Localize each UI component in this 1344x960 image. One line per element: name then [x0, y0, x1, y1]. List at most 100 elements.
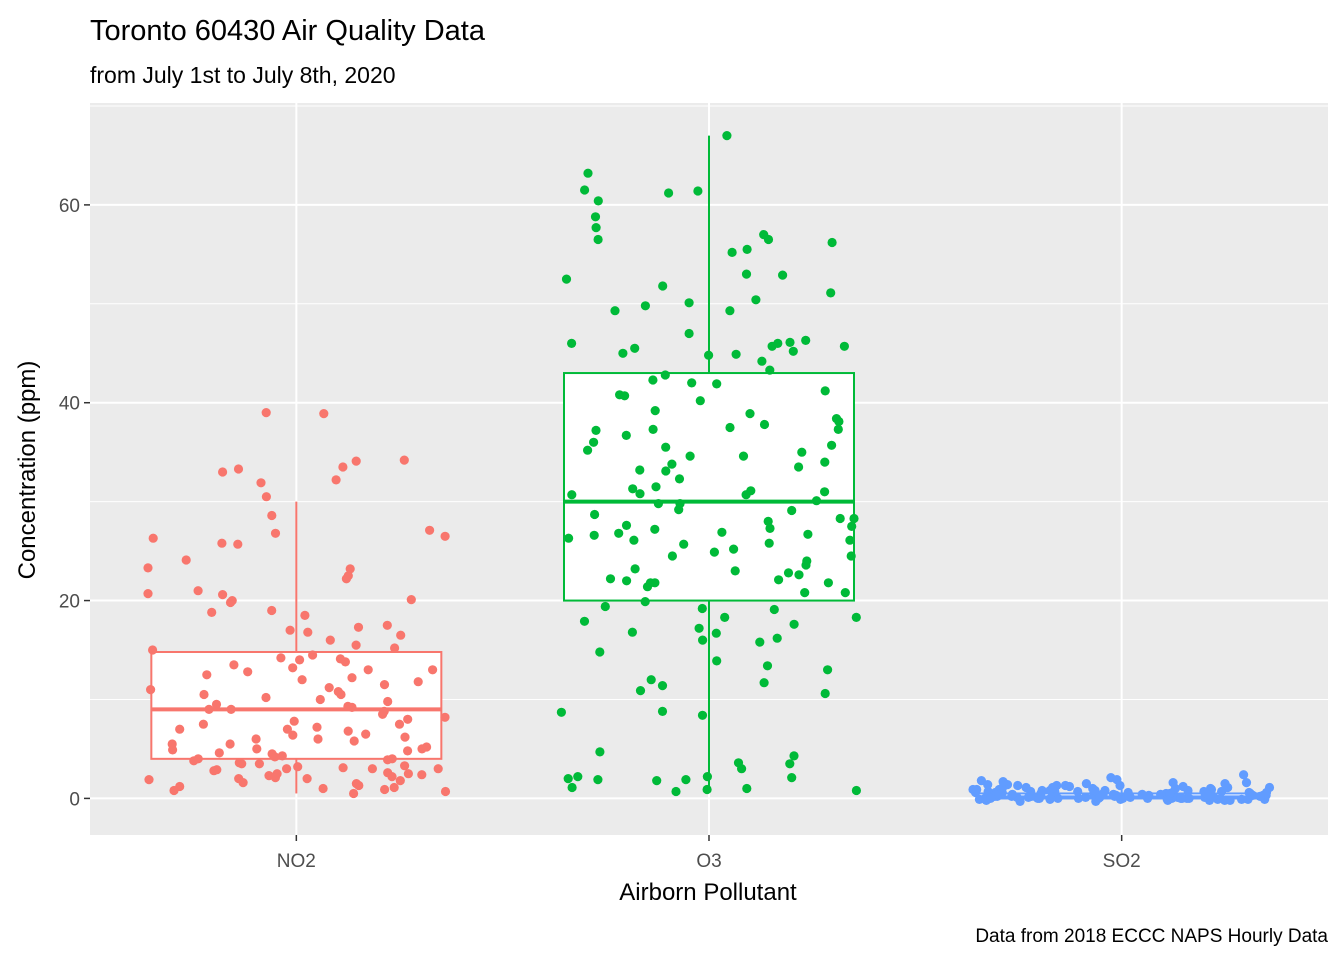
data-point [820, 487, 830, 497]
data-point [1073, 793, 1083, 804]
data-point [800, 588, 810, 598]
data-point [593, 196, 603, 206]
points-no2 [143, 408, 451, 799]
data-point [751, 295, 761, 305]
data-point [400, 761, 410, 771]
data-point [289, 716, 299, 726]
data-point [413, 677, 423, 687]
data-point [789, 619, 799, 629]
data-point [704, 350, 714, 360]
data-point [341, 574, 351, 584]
data-point [794, 570, 804, 580]
data-point [270, 528, 281, 538]
data-point [845, 535, 855, 545]
data-point [635, 686, 646, 696]
data-point [580, 185, 590, 195]
data-point [319, 409, 329, 419]
data-point [783, 568, 794, 578]
data-point [820, 688, 830, 699]
data-point [615, 390, 625, 400]
data-point [1241, 778, 1252, 788]
data-point [834, 416, 844, 427]
data-point [1170, 783, 1180, 794]
data-point [563, 774, 573, 784]
data-point [440, 531, 450, 541]
data-point [630, 564, 640, 574]
data-point [390, 643, 400, 653]
data-point [657, 706, 668, 717]
data-point [839, 341, 850, 351]
data-point [622, 576, 632, 586]
data-point [1217, 786, 1227, 797]
data-point [561, 274, 572, 284]
data-point [363, 665, 373, 675]
data-point [1137, 789, 1147, 800]
data-point [769, 604, 779, 615]
data-point [217, 538, 227, 548]
data-point [556, 707, 567, 717]
data-point [731, 349, 741, 359]
data-point [725, 422, 735, 433]
data-point [297, 675, 307, 685]
data-point [823, 578, 834, 588]
data-point [630, 343, 640, 353]
data-point [1239, 770, 1249, 780]
data-point [325, 635, 335, 645]
data-point [667, 551, 678, 561]
data-point [698, 635, 708, 645]
data-point [573, 772, 583, 782]
data-point [204, 704, 214, 715]
data-point [226, 704, 236, 715]
data-point [671, 786, 681, 797]
data-point [827, 440, 837, 450]
data-point [600, 601, 610, 612]
data-point [759, 419, 770, 430]
data-point [400, 732, 410, 742]
data-point [765, 523, 775, 534]
data-point [343, 701, 353, 712]
data-point [295, 655, 305, 665]
data-point [583, 445, 593, 455]
data-point [233, 464, 244, 474]
data-point [651, 482, 661, 492]
data-point [389, 782, 399, 793]
data-point [833, 424, 843, 434]
data-point [681, 775, 691, 785]
data-point [267, 510, 277, 521]
data-point [579, 616, 590, 626]
data-point [589, 437, 599, 447]
data-point [621, 520, 632, 531]
data-point [1202, 788, 1212, 799]
data-point [354, 780, 364, 791]
data-point [759, 678, 769, 688]
data-point [1046, 793, 1056, 804]
data-point [764, 538, 774, 548]
data-point [847, 521, 857, 532]
data-point [840, 588, 850, 598]
data-point [667, 459, 677, 469]
data-point [345, 564, 355, 574]
data-point [763, 234, 774, 245]
data-point [428, 665, 438, 675]
data-point [787, 773, 797, 783]
data-point [211, 699, 222, 710]
data-point [270, 773, 280, 783]
data-point [567, 490, 577, 500]
data-point [794, 462, 804, 472]
data-point [169, 785, 179, 796]
data-point [648, 375, 658, 385]
data-point [1081, 779, 1091, 789]
data-point [590, 509, 600, 520]
data-point [593, 234, 603, 245]
data-point [252, 744, 262, 754]
data-point [589, 530, 599, 540]
data-point [741, 490, 751, 500]
data-point [660, 370, 670, 380]
data-point [720, 612, 730, 623]
data-point [693, 186, 703, 196]
data-point [742, 783, 752, 794]
data-point [349, 736, 359, 746]
data-point [331, 475, 341, 485]
data-point [202, 670, 212, 680]
data-point [403, 714, 413, 724]
